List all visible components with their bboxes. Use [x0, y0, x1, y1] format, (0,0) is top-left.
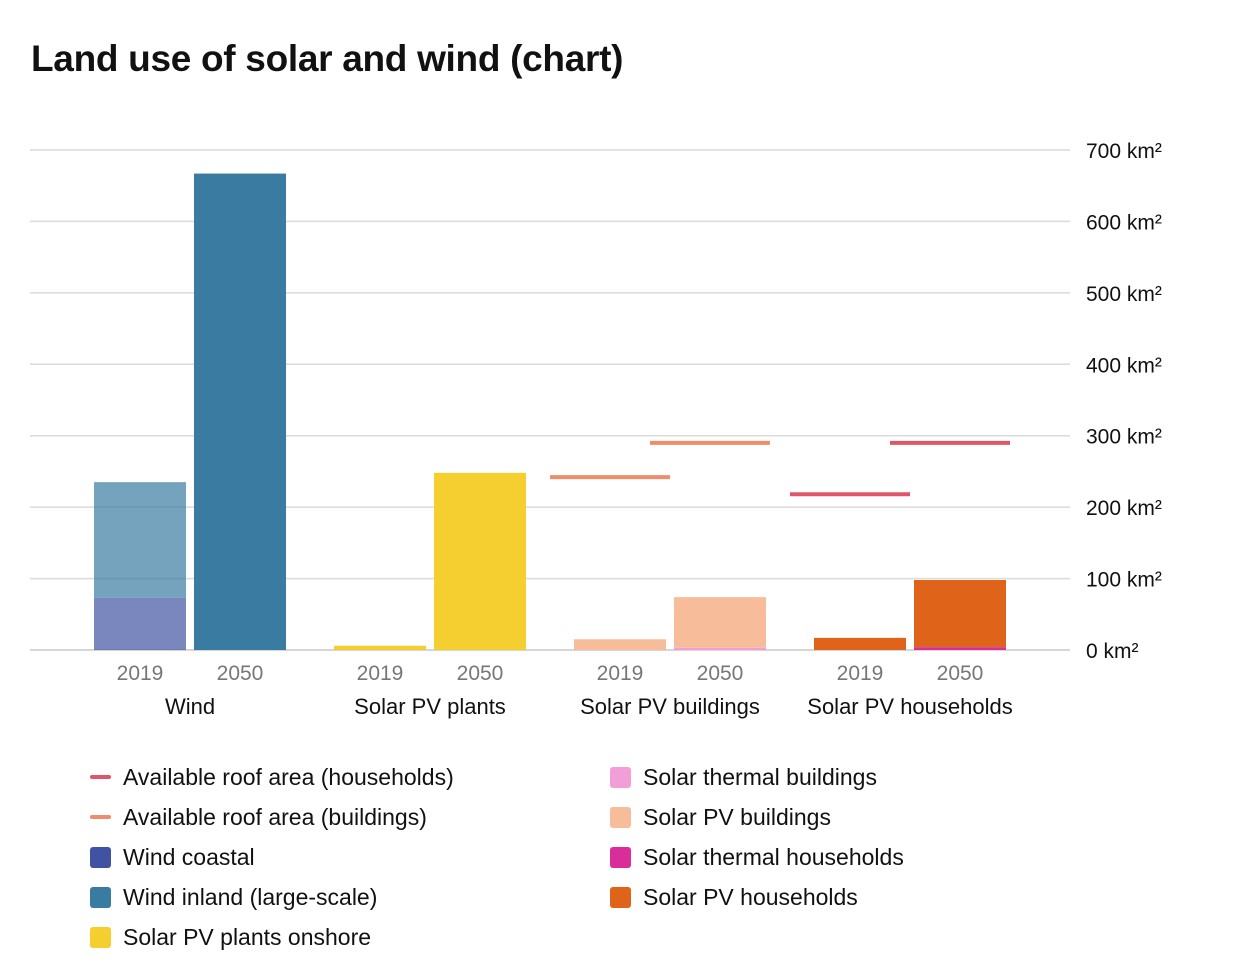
bar-solar-pv-buildings — [574, 639, 666, 650]
y-tick-label: 600 km² — [1086, 211, 1162, 234]
bar-solar-pv-households — [814, 637, 906, 650]
legend-label: Solar thermal households — [643, 843, 904, 870]
x-tick-label: 2050 — [457, 662, 504, 685]
bar-solar-thermal-buildings — [674, 647, 766, 650]
bar-wind-inland-large-scale — [94, 482, 186, 598]
bars — [94, 173, 1006, 651]
legend-swatch — [90, 926, 111, 948]
legend-swatch — [90, 815, 111, 819]
legend-label: Solar PV buildings — [643, 803, 831, 830]
legend-swatch — [610, 766, 631, 788]
legend-column-right: Solar thermal buildings Solar PV building… — [610, 757, 904, 917]
x-tick-label: 2050 — [937, 662, 984, 685]
legend-item-solar-pv-households: Solar PV households — [610, 877, 904, 917]
legend-swatch — [90, 846, 111, 868]
x-tick-label: 2019 — [357, 662, 404, 685]
y-tick-label: 400 km² — [1086, 354, 1162, 377]
y-tick-label: 300 km² — [1086, 426, 1162, 449]
legend-label: Available roof area (buildings) — [123, 803, 427, 830]
bar-solar-pv-plants-onshore — [334, 645, 426, 650]
bar-solar-pv-buildings — [674, 597, 766, 648]
y-tick-label: 700 km² — [1086, 140, 1162, 163]
category-label: Solar PV plants — [354, 694, 506, 719]
legend-item-available-roof-area-households: Available roof area (households) — [90, 757, 454, 797]
legend-swatch — [610, 806, 631, 828]
x-tick-label: 2050 — [217, 662, 264, 685]
legend-item-solar-pv-plants-onshore: Solar PV plants onshore — [90, 917, 454, 957]
legend-column-left: Available roof area (households) Availabl… — [90, 757, 454, 957]
legend-label: Solar PV households — [643, 883, 858, 910]
x-tick-label: 2019 — [117, 662, 164, 685]
y-tick-label: 500 km² — [1086, 283, 1162, 306]
category-label: Solar PV buildings — [580, 694, 760, 719]
bar-solar-pv-plants-onshore — [434, 472, 526, 650]
category-label: Wind — [165, 694, 215, 719]
legend-swatch — [610, 886, 631, 908]
legend-item-solar-thermal-buildings: Solar thermal buildings — [610, 757, 904, 797]
legend-swatch — [90, 775, 111, 779]
x-tick-label: 2019 — [837, 662, 884, 685]
bar-solar-pv-households — [914, 580, 1006, 648]
bar-solar-thermal-households — [914, 647, 1006, 650]
legend-item-solar-thermal-households: Solar thermal households — [610, 837, 904, 877]
chart-title: Land use of solar and wind (chart) — [31, 38, 624, 79]
legend-item-wind-coastal: Wind coastal — [90, 837, 454, 877]
bar-wind-coastal — [94, 597, 186, 650]
legend-swatch — [610, 846, 631, 868]
bar-wind-inland-large-scale — [194, 173, 286, 651]
legend-label: Wind coastal — [123, 843, 255, 870]
category-label: Solar PV households — [807, 694, 1012, 719]
y-tick-label: 200 km² — [1086, 497, 1162, 520]
y-tick-label: 100 km² — [1086, 569, 1162, 592]
x-tick-label: 2050 — [697, 662, 744, 685]
legend-label: Wind inland (large-scale) — [123, 883, 378, 910]
y-tick-label: 0 km² — [1086, 640, 1139, 663]
legend-label: Available roof area (households) — [123, 763, 454, 790]
legend-item-wind-inland-large-scale: Wind inland (large-scale) — [90, 877, 454, 917]
bar-chart: 0 km² 100 km² 200 km² 300 km² 400 km² 500 km²… — [30, 140, 1162, 719]
legend-item-solar-pv-buildings: Solar PV buildings — [610, 797, 904, 837]
x-tick-label: 2019 — [597, 662, 644, 685]
legend-swatch — [90, 886, 111, 908]
legend-item-available-roof-area-buildings: Available roof area (buildings) — [90, 797, 454, 837]
legend-label: Solar PV plants onshore — [123, 923, 372, 950]
reference-lines — [550, 440, 1010, 497]
legend-label: Solar thermal buildings — [643, 763, 877, 790]
axis-labels: 0 km² 100 km² 200 km² 300 km² 400 km² 500 km²… — [117, 140, 1162, 719]
